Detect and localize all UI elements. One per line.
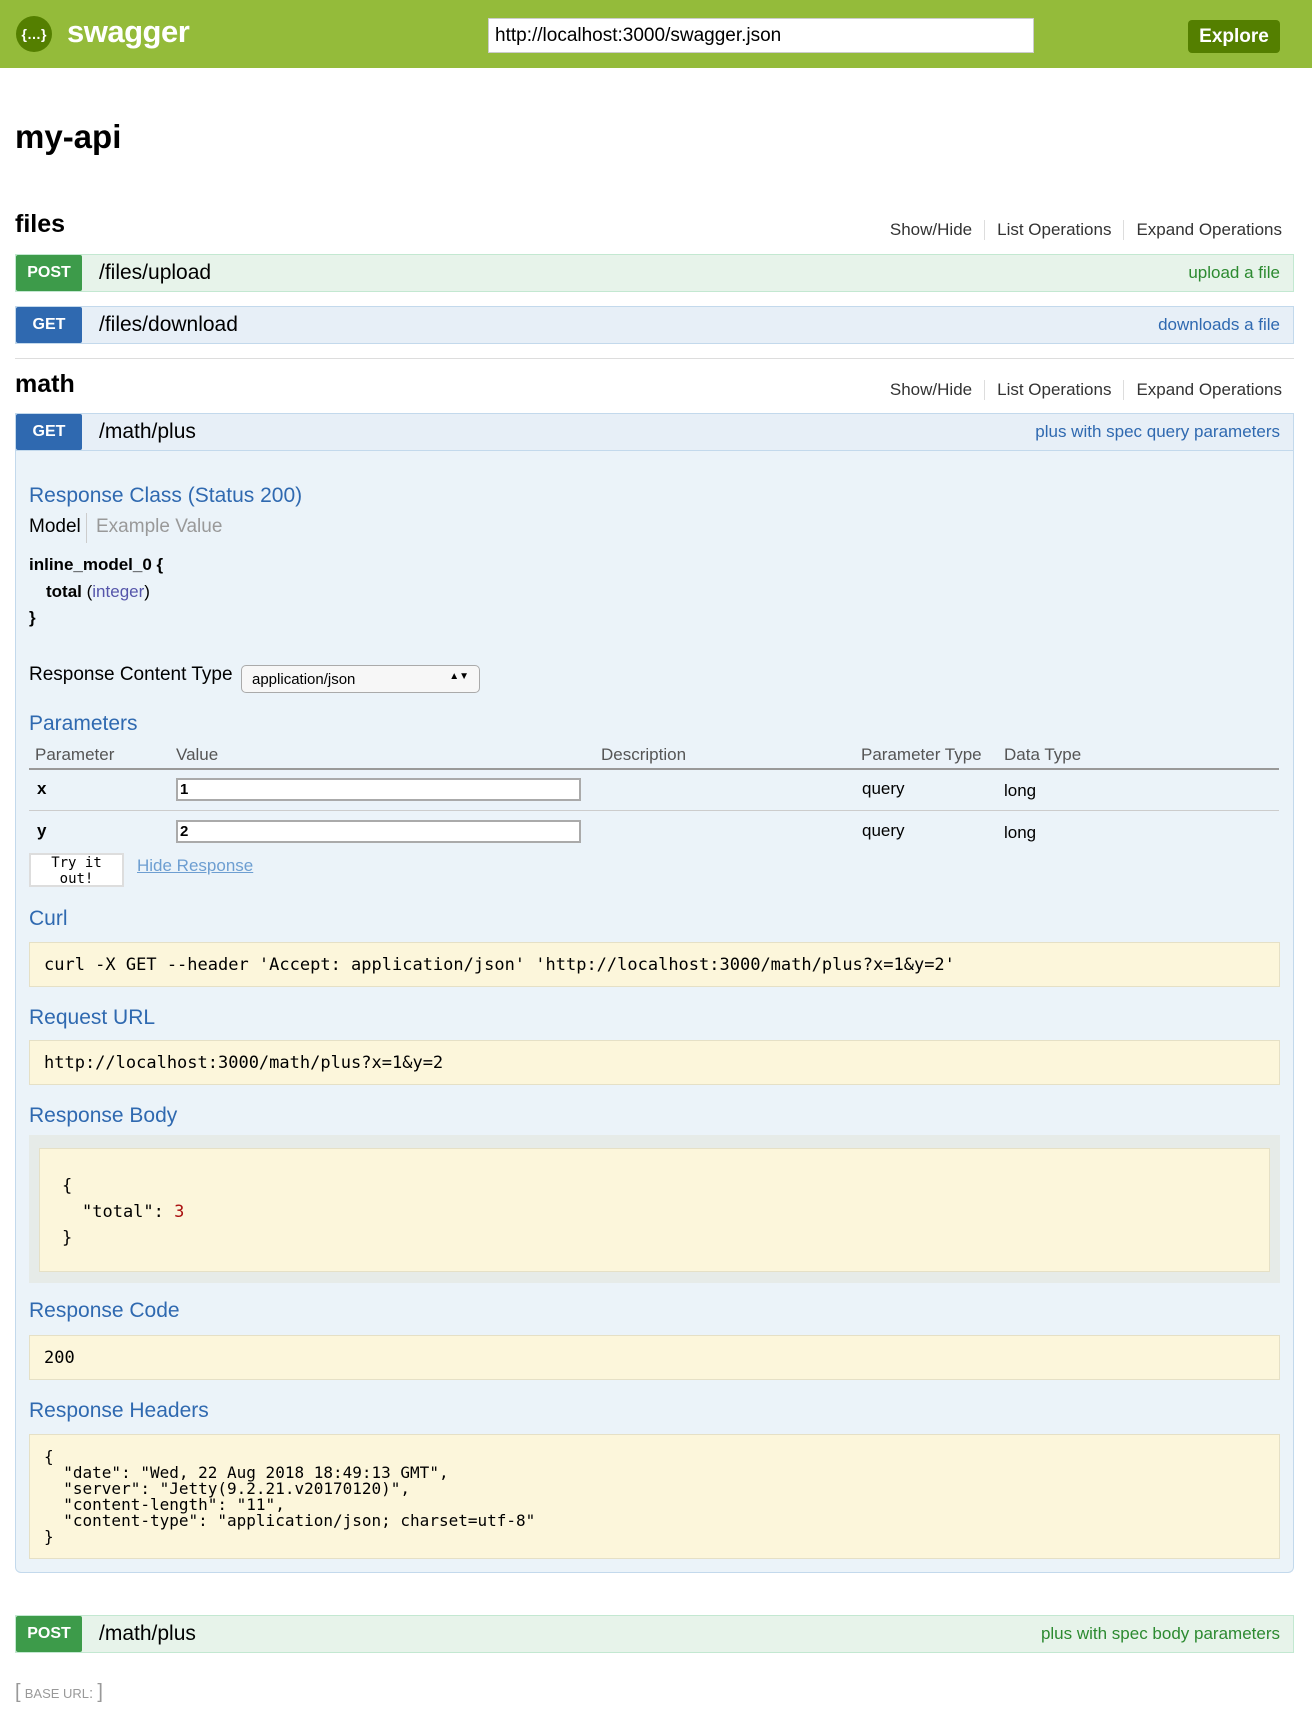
response-code-title: Response Code: [29, 1299, 180, 1322]
content-type-label: Response Content Type: [29, 664, 233, 685]
body-line: "total": 3: [62, 1199, 1247, 1225]
model-property: total (integer): [46, 582, 150, 602]
data-type-y: long: [1004, 823, 1037, 842]
model-name: inline_model_0 {: [29, 555, 164, 574]
try-it-out-button[interactable]: Try it out!: [29, 853, 124, 887]
resource-files-links: Show/Hide List Operations Expand Operati…: [878, 220, 1282, 240]
type-open: (: [81, 582, 93, 601]
method-badge[interactable]: POST: [16, 1616, 82, 1652]
swagger-logo-icon: {…}: [16, 16, 52, 52]
response-class-title: Response Class (Status 200): [29, 484, 303, 507]
body-value: 3: [174, 1202, 185, 1222]
body-open-brace: {: [62, 1176, 73, 1196]
spec-url-input[interactable]: [488, 18, 1034, 53]
table-row-rule: [29, 810, 1279, 811]
operation-path[interactable]: /math/plus: [99, 420, 196, 443]
response-headers: { "date": "Wed, 22 Aug 2018 18:49:13 GMT…: [29, 1434, 1280, 1559]
show-hide-link[interactable]: Show/Hide: [889, 380, 973, 399]
body-key: "total":: [82, 1202, 175, 1222]
hide-response-link[interactable]: Hide Response: [137, 856, 254, 875]
operation-post-files-upload[interactable]: POST /files/upload upload a file: [15, 254, 1294, 292]
property-name: total: [46, 582, 82, 601]
select-arrows-icon: ▲▼: [449, 671, 469, 682]
column-header-parameter-type: Parameter Type: [861, 745, 982, 764]
expand-operations-link[interactable]: Expand Operations: [1123, 380, 1282, 400]
content-type-select[interactable]: application/json ▲▼: [241, 665, 480, 693]
operation-summary[interactable]: plus with spec body parameters: [1040, 1624, 1280, 1643]
example-value-tab[interactable]: Example Value: [96, 516, 223, 537]
param-type-y: query: [862, 821, 905, 840]
response-code: 200: [29, 1335, 1280, 1380]
parameters-title: Parameters: [29, 712, 138, 735]
base-url-label: BASE URL: [24, 1686, 90, 1701]
model-close: }: [29, 608, 36, 627]
operation-path[interactable]: /files/download: [99, 313, 238, 336]
column-header-parameter: Parameter: [35, 745, 115, 764]
operation-get-files-download[interactable]: GET /files/download downloads a file: [15, 306, 1294, 344]
expand-operations-link[interactable]: Expand Operations: [1123, 220, 1282, 240]
resource-divider: [15, 358, 1294, 359]
method-badge[interactable]: POST: [16, 255, 82, 291]
selected-content-type: application/json: [252, 671, 356, 688]
explore-button[interactable]: Explore: [1188, 20, 1280, 53]
base-url-value: :: [89, 1685, 98, 1702]
operation-post-math-plus[interactable]: POST /math/plus plus with spec body para…: [15, 1615, 1294, 1653]
property-type: integer: [92, 582, 145, 601]
swagger-logo-text[interactable]: swagger: [67, 14, 190, 49]
operation-path[interactable]: /files/upload: [99, 261, 212, 284]
request-url-title: Request URL: [29, 1006, 156, 1029]
operation-path[interactable]: /math/plus: [99, 1622, 196, 1645]
list-operations-link[interactable]: List Operations: [984, 380, 1123, 400]
model-tab[interactable]: Model: [29, 516, 81, 537]
response-headers-title: Response Headers: [29, 1399, 209, 1422]
resource-files-heading[interactable]: files: [15, 210, 66, 238]
column-header-data-type: Data Type: [1004, 745, 1082, 764]
operation-summary[interactable]: upload a file: [1188, 263, 1280, 282]
resource-math-links: Show/Hide List Operations Expand Operati…: [878, 380, 1282, 400]
response-body-title: Response Body: [29, 1104, 178, 1127]
method-badge[interactable]: GET: [16, 414, 82, 450]
curl-title: Curl: [29, 907, 68, 930]
response-body: { "total": 3 }: [39, 1148, 1270, 1272]
api-title: my-api: [15, 118, 122, 155]
type-close: ): [144, 582, 150, 601]
operation-get-math-plus[interactable]: GET /math/plus plus with spec query para…: [15, 413, 1294, 451]
tab-divider: [86, 513, 87, 543]
column-header-value: Value: [176, 745, 219, 764]
table-header-rule: [29, 768, 1279, 770]
body-close-brace: }: [62, 1228, 73, 1248]
param-y-input[interactable]: [176, 820, 581, 843]
operation-summary[interactable]: downloads a file: [1158, 315, 1280, 334]
base-url-footer: [ BASE URL: ]: [15, 1681, 103, 1703]
operation-details-panel: [15, 451, 1294, 1573]
operation-summary[interactable]: plus with spec query parameters: [1035, 422, 1280, 441]
resource-math-heading[interactable]: math: [15, 370, 75, 398]
column-header-description: Description: [601, 745, 687, 764]
top-bar: {…} swagger Explore: [0, 0, 1312, 68]
show-hide-link[interactable]: Show/Hide: [889, 220, 973, 239]
list-operations-link[interactable]: List Operations: [984, 220, 1123, 240]
param-name-y: y: [37, 821, 47, 840]
request-url: http://localhost:3000/math/plus?x=1&y=2: [29, 1040, 1280, 1085]
curl-command: curl -X GET --header 'Accept: applicatio…: [29, 942, 1280, 987]
data-type-x: long: [1004, 781, 1037, 800]
param-x-input[interactable]: [176, 778, 581, 801]
param-name-x: x: [37, 779, 47, 798]
method-badge[interactable]: GET: [16, 307, 82, 343]
param-type-x: query: [862, 779, 905, 798]
